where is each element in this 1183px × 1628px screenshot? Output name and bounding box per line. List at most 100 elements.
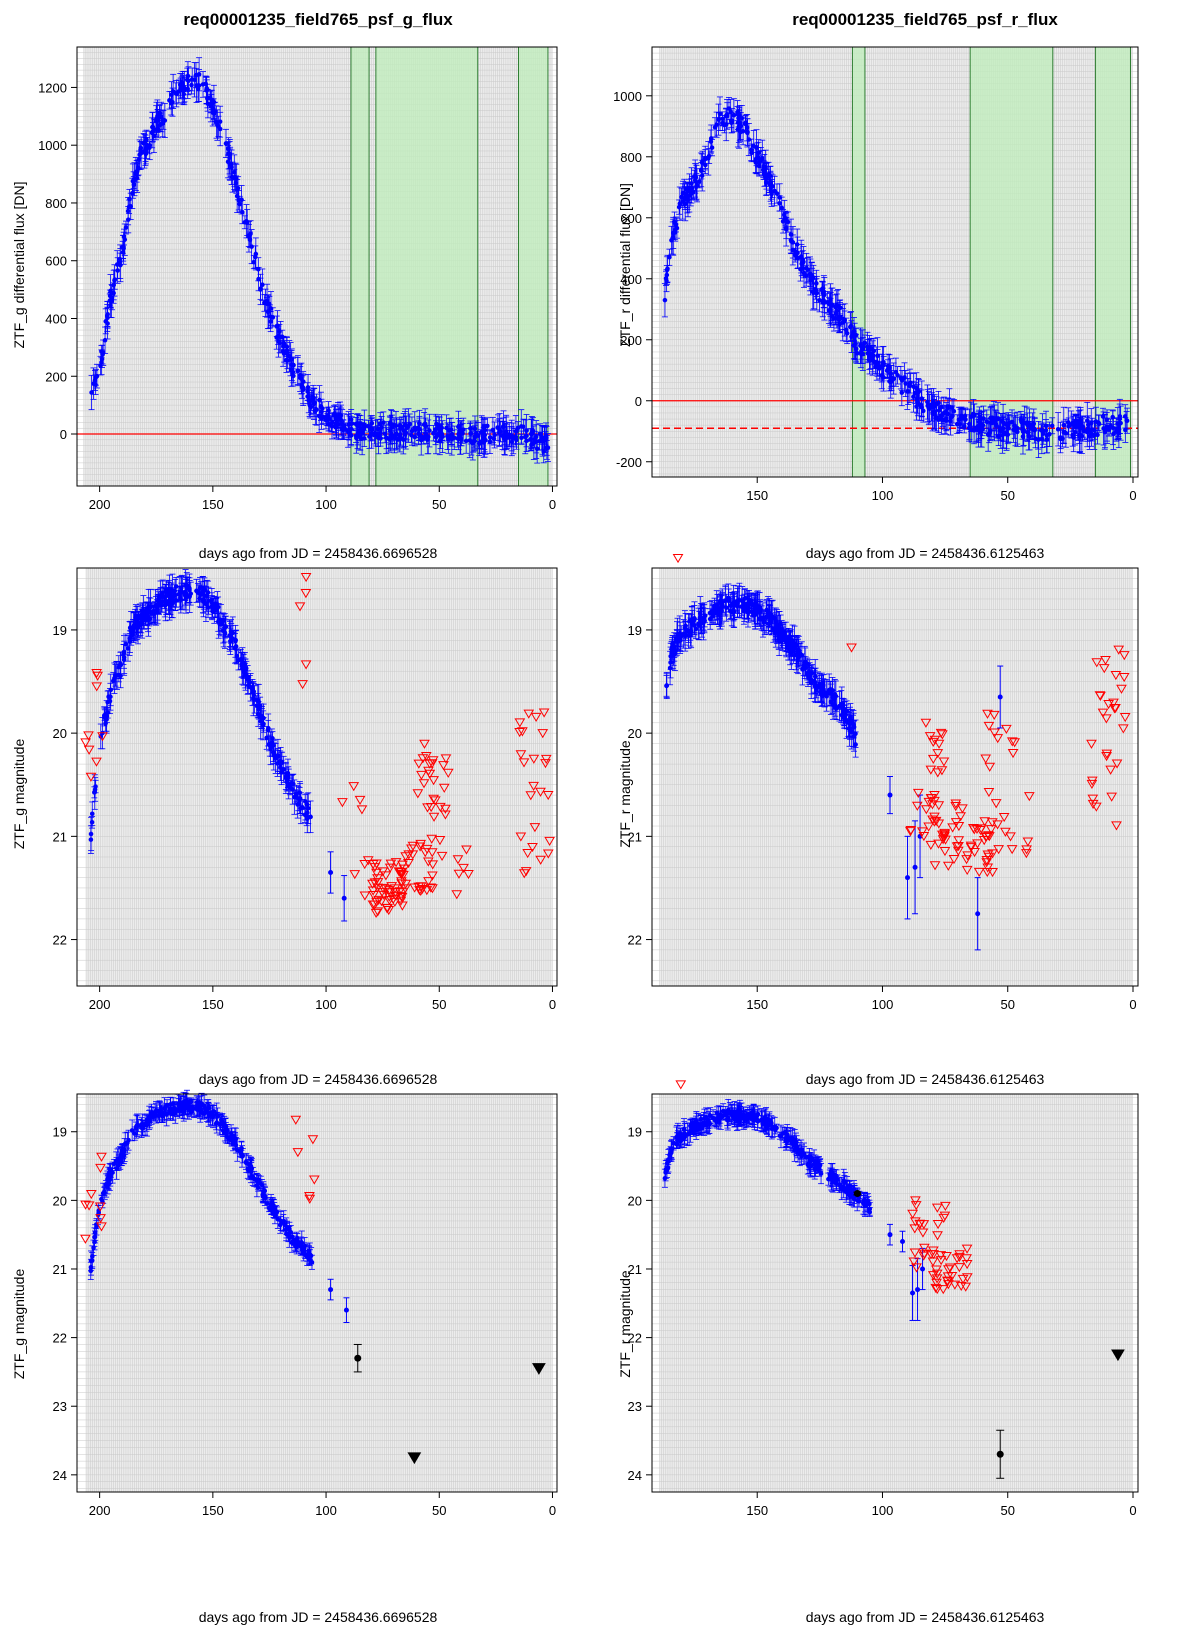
panel-1-ylabel: ZTF_g differential flux [DN] [11, 181, 27, 348]
detection-point [693, 179, 697, 183]
detection-point [514, 429, 518, 433]
detection-point [786, 220, 790, 224]
y-tick-label: 0 [635, 394, 642, 409]
detection-point [809, 278, 813, 282]
detection-point [850, 335, 854, 339]
detection-point [836, 304, 840, 308]
panel-2-ylabel: ZTF_r differential flux [DN] [617, 183, 633, 347]
detection-point [673, 231, 677, 235]
detection-point [480, 430, 484, 434]
detection-point [1119, 421, 1123, 425]
detection-point [461, 428, 465, 432]
detection-point [874, 365, 878, 369]
detection-point [228, 156, 232, 160]
detection-point [212, 100, 216, 104]
detection-point [876, 354, 880, 358]
detection-point [129, 205, 133, 209]
detection-point [709, 140, 713, 144]
detection-point [829, 308, 833, 312]
detection-point [533, 438, 537, 442]
detection-point [852, 344, 856, 348]
detection-point [301, 388, 305, 392]
detection-point [186, 78, 190, 82]
detection-point [510, 435, 514, 439]
y-tick-label: 1200 [38, 80, 67, 95]
detection-point [134, 172, 138, 176]
detection-point [196, 87, 200, 91]
panel-1-xlabel: days ago from JD = 2458436.6696528 [199, 545, 438, 561]
detection-point [985, 420, 989, 424]
detection-point [900, 391, 904, 395]
detection-point [754, 158, 758, 162]
detection-point [1081, 425, 1085, 429]
detection-point [232, 170, 236, 174]
detection-point [663, 298, 667, 302]
panel-1-title: req00001235_field765_psf_g_flux [183, 10, 453, 29]
detection-point [690, 182, 694, 186]
detection-point [1021, 428, 1025, 432]
detection-point [259, 288, 263, 292]
detection-point [789, 233, 793, 237]
detection-point [1037, 438, 1041, 442]
x-tick-label: 0 [1129, 488, 1136, 503]
detection-point [312, 402, 316, 406]
detection-point [681, 200, 685, 204]
detection-point [718, 112, 722, 116]
detection-point [1111, 426, 1115, 430]
detection-point [498, 428, 502, 432]
detection-point [821, 287, 825, 291]
detection-point [112, 283, 116, 287]
detection-point [920, 405, 924, 409]
detection-point [849, 324, 853, 328]
detection-point [707, 154, 711, 158]
detection-point [695, 183, 699, 187]
y-tick-label: 1000 [613, 89, 642, 104]
y-tick-label: 400 [45, 311, 67, 326]
detection-point [723, 123, 727, 127]
detection-point [1045, 438, 1049, 442]
detection-point [1012, 428, 1016, 432]
panel-2: 150 100 50 0 -200 0 200 400 600 800 1000 [613, 47, 1138, 503]
detection-point [300, 377, 304, 381]
detection-point [473, 427, 477, 431]
detection-point [306, 390, 310, 394]
detection-point [413, 426, 417, 430]
y-tick-label: 200 [45, 369, 67, 384]
gridlines [77, 568, 557, 986]
detection-point [972, 412, 976, 416]
detection-point [968, 422, 972, 426]
detection-point [1101, 415, 1105, 419]
panel-6-ylabel: ZTF_r magnitude [617, 1270, 633, 1378]
detection-point [843, 318, 847, 322]
detection-point [729, 110, 733, 114]
detection-point [886, 367, 890, 371]
detection-point [282, 345, 286, 349]
detection-point [491, 428, 495, 432]
detection-point [926, 400, 930, 404]
panel-1: 200 150 100 50 0020040060080010001200 [38, 47, 557, 512]
detection-point [437, 425, 441, 429]
detection-point [769, 182, 773, 186]
panel-3-xlabel: days ago from JD = 2458436.6696528 [199, 1071, 438, 1087]
detection-point [744, 121, 748, 125]
detection-point [685, 198, 689, 202]
y-tick-label: 800 [620, 150, 642, 165]
detection-point [1062, 423, 1066, 427]
detection-point [320, 407, 324, 411]
x-tick-label: 0 [549, 497, 556, 512]
detection-point [736, 128, 740, 132]
detection-point [347, 431, 351, 435]
detection-point [245, 221, 249, 225]
x-tick-label: 100 [872, 488, 894, 503]
detection-point [866, 352, 870, 356]
detection-point [782, 213, 786, 217]
panel-2-title: req00001235_field765_psf_r_flux [792, 10, 1058, 29]
detection-point [1030, 425, 1034, 429]
detection-point [882, 363, 886, 367]
detection-point [126, 209, 130, 213]
detection-point [791, 241, 795, 245]
detection-point [209, 104, 213, 108]
detection-point [1118, 415, 1122, 419]
detection-point [234, 181, 238, 185]
y-tick-label: 600 [45, 254, 67, 269]
